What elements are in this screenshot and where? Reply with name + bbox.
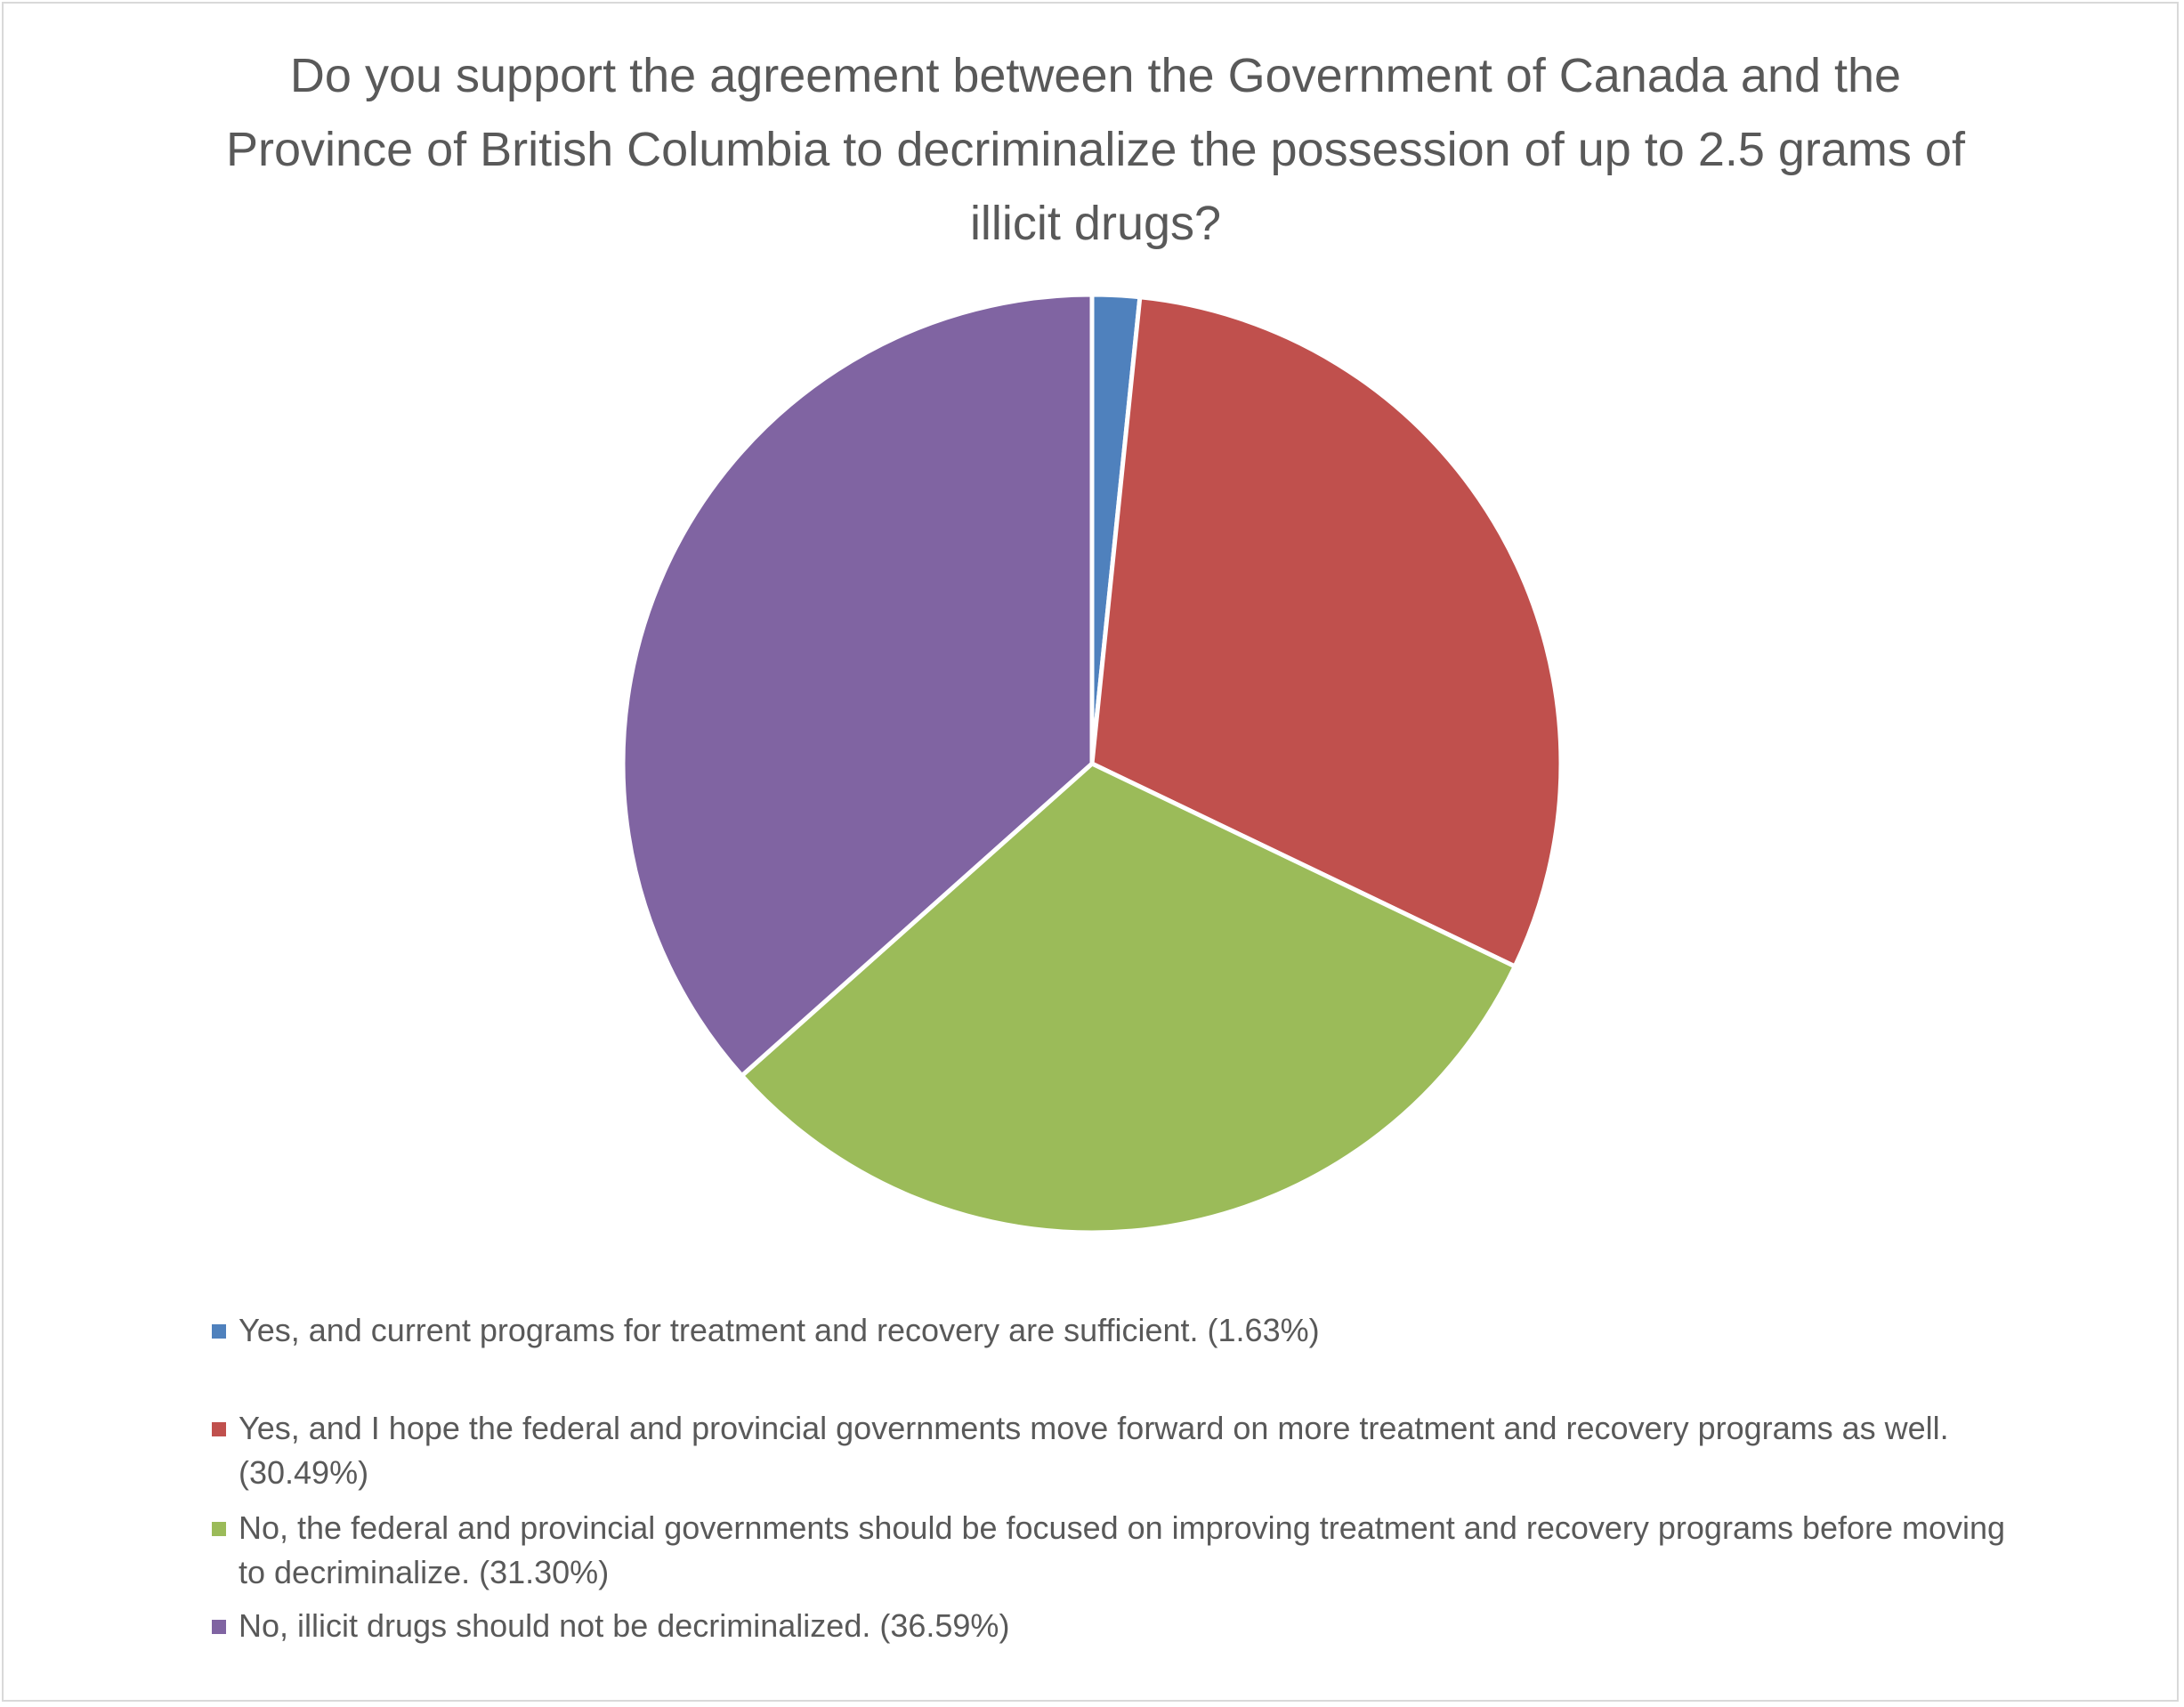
legend-item-yes-sufficient: Yes, and current programs for treatment … [212,1308,1320,1353]
legend-swatch-blue [212,1324,226,1339]
pie-slice-no-improve-first [740,761,1517,1235]
legend-swatch-purple [212,1620,226,1634]
legend-item-no-decriminalize: No, illicit drugs should not be decrimin… [212,1604,1009,1648]
legend-label: Yes, and current programs for treatment … [239,1312,1320,1348]
legend-swatch-red [212,1422,226,1436]
legend-label: Yes, and I hope the federal and provinci… [239,1410,1949,1491]
legend-label: No, illicit drugs should not be decrimin… [239,1607,1010,1644]
legend-item-no-improve-first: No, the federal and provincial governmen… [212,1506,2027,1595]
legend-item-yes-more-programs: Yes, and I hope the federal and provinci… [212,1406,2027,1495]
legend-label: No, the federal and provincial governmen… [239,1509,2006,1590]
pie-slices [620,292,1564,1235]
pie-slice-no-decriminalize [620,292,1095,1079]
legend-swatch-green [212,1522,226,1536]
chart-title: Do you support the agreement between the… [226,49,1965,250]
pie-slice-yes-more-programs [1089,295,1564,969]
